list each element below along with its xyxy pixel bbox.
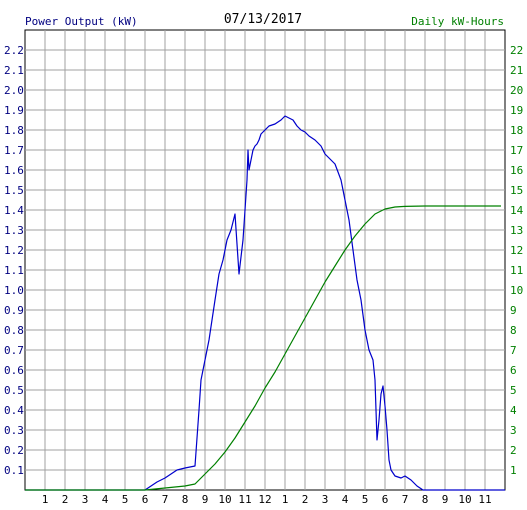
right-tick-label: 9 [510, 304, 517, 317]
x-tick-label: 12 [258, 493, 271, 506]
x-tick-label: 4 [342, 493, 349, 506]
right-tick-label: 7 [510, 344, 517, 357]
right-tick-label: 1 [510, 464, 517, 477]
left-tick-label: 0.4 [4, 404, 24, 417]
left-tick-label: 0.8 [4, 324, 24, 337]
right-tick-label: 6 [510, 364, 517, 377]
left-tick-label: 1.2 [4, 244, 24, 257]
left-tick-label: 0.7 [4, 344, 24, 357]
left-tick-label: 0.5 [4, 384, 24, 397]
left-tick-label: 0.3 [4, 424, 24, 437]
x-tick-label: 1 [42, 493, 49, 506]
right-tick-label: 21 [510, 64, 523, 77]
left-tick-label: 0.2 [4, 444, 24, 457]
left-tick-label: 0.9 [4, 304, 24, 317]
left-tick-label: 2.1 [4, 64, 24, 77]
x-tick-label: 9 [442, 493, 449, 506]
grid [25, 30, 505, 490]
left-tick-label: 1.6 [4, 164, 24, 177]
left-tick-label: 2.2 [4, 44, 24, 57]
right-tick-label: 10 [510, 284, 523, 297]
power-output-line [25, 115, 505, 491]
right-tick-label: 4 [510, 404, 517, 417]
x-tick-label: 10 [218, 493, 231, 506]
right-tick-label: 22 [510, 44, 523, 57]
x-tick-label: 1 [282, 493, 289, 506]
x-tick-label: 6 [142, 493, 149, 506]
right-tick-label: 15 [510, 184, 523, 197]
left-tick-label: 1.0 [4, 284, 24, 297]
left-tick-label: 1.8 [4, 124, 24, 137]
right-tick-label: 2 [510, 444, 517, 457]
left-tick-label: 1.7 [4, 144, 24, 157]
right-tick-label: 17 [510, 144, 523, 157]
right-tick-label: 18 [510, 124, 523, 137]
left-tick-label: 0.6 [4, 364, 24, 377]
right-tick-label: 3 [510, 424, 517, 437]
x-tick-label: 9 [202, 493, 209, 506]
x-tick-label: 5 [122, 493, 129, 506]
right-tick-label: 8 [510, 324, 517, 337]
left-tick-label: 2.0 [4, 84, 24, 97]
x-tick-label: 8 [422, 493, 429, 506]
right-tick-label: 20 [510, 84, 523, 97]
left-tick-labels: 0.1 0.2 0.3 0.4 0.5 0.6 0.7 0.8 0.9 1.0 1.1 1.2 1.3 1… [4, 44, 24, 477]
right-axis-label: Daily kW-Hours [411, 15, 504, 28]
x-tick-label: 3 [82, 493, 89, 506]
series-lines [25, 115, 505, 491]
x-tick-label: 8 [182, 493, 189, 506]
right-tick-label: 14 [510, 204, 524, 217]
left-tick-label: 1.9 [4, 104, 24, 117]
right-tick-label: 12 [510, 244, 523, 257]
right-tick-label: 16 [510, 164, 523, 177]
x-tick-label: 6 [382, 493, 389, 506]
left-tick-label: 1.1 [4, 264, 24, 277]
right-tick-label: 13 [510, 224, 523, 237]
left-tick-label: 1.4 [4, 204, 24, 217]
left-tick-label: 1.3 [4, 224, 24, 237]
x-tick-label: 7 [402, 493, 409, 506]
x-tick-label: 2 [62, 493, 69, 506]
chart-title: 07/13/2017 [224, 12, 302, 27]
x-tick-label: 5 [362, 493, 369, 506]
left-axis-label: Power Output (kW) [25, 15, 138, 28]
x-tick-label: 11 [478, 493, 491, 506]
right-tick-label: 19 [510, 104, 523, 117]
left-tick-label: 0.1 [4, 464, 24, 477]
x-tick-label: 3 [322, 493, 329, 506]
x-tick-label: 10 [458, 493, 471, 506]
x-tick-label: 2 [302, 493, 309, 506]
right-tick-label: 11 [510, 264, 523, 277]
daily-kwh-line [25, 205, 501, 491]
x-tick-label: 11 [238, 493, 251, 506]
right-tick-label: 5 [510, 384, 517, 397]
left-tick-label: 1.5 [4, 184, 24, 197]
x-tick-label: 4 [102, 493, 109, 506]
x-tick-labels: 1 2 3 4 5 6 7 8 9 10 11 12 1 2 3 4 5 6 7 8 9 10 11 [42, 493, 492, 506]
x-tick-label: 7 [162, 493, 169, 506]
